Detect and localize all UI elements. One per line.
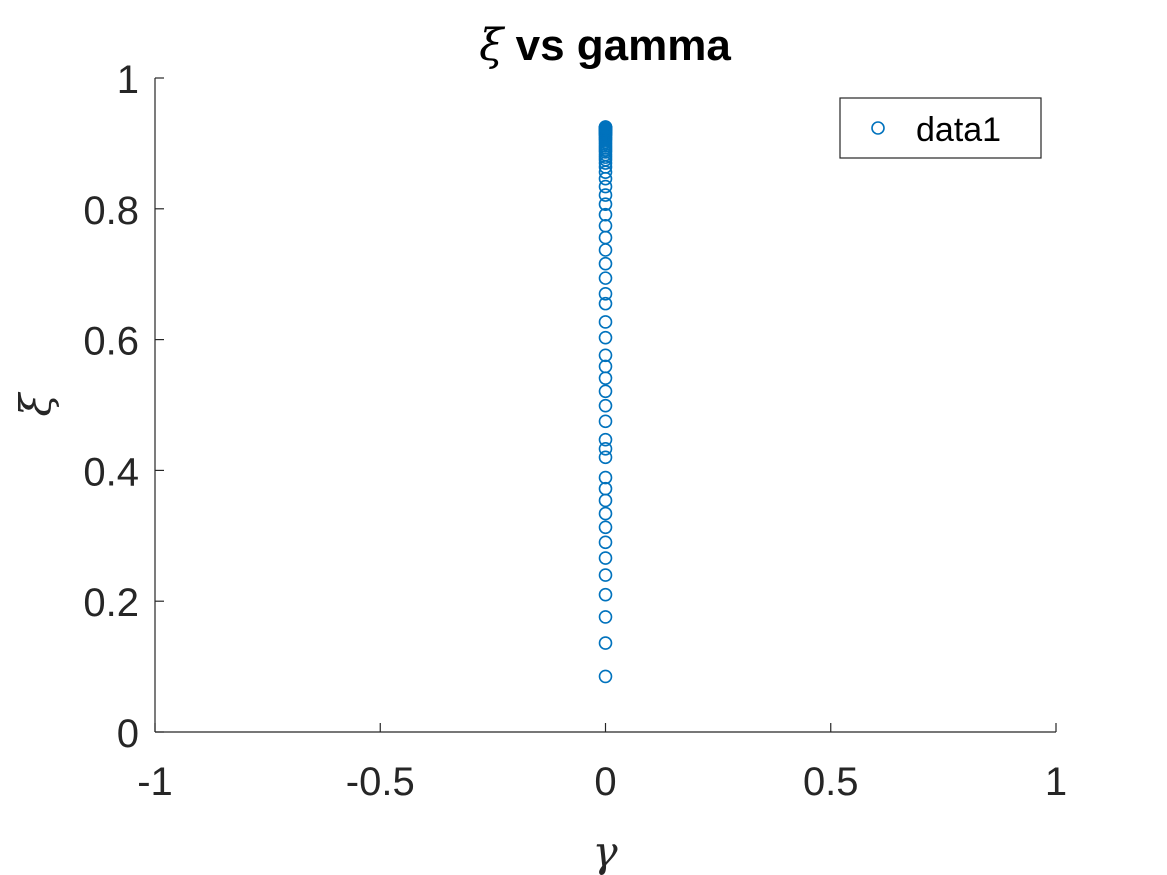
scatter-point <box>598 120 613 134</box>
scatter-point <box>598 197 613 212</box>
scatter-point <box>598 432 613 447</box>
scatter-point <box>598 450 613 465</box>
x-tick-label: 0.5 <box>803 760 859 804</box>
scatter-point <box>598 398 613 413</box>
legend-label-data1: data1 <box>916 111 1001 149</box>
x-tick-label: 0 <box>594 760 616 804</box>
scatter-point <box>598 535 613 550</box>
x-ticks: -1 -0.5 0 0.5 1 <box>137 723 1067 804</box>
y-tick-label: 0.8 <box>83 189 139 233</box>
scatter-point <box>598 610 613 624</box>
scatter-point <box>598 520 613 535</box>
y-tick-label: 0 <box>117 712 139 756</box>
x-tick-label: -0.5 <box>346 760 415 804</box>
scatter-point <box>598 296 613 311</box>
y-ticks: 0 0.2 0.4 0.6 0.8 1 <box>83 58 164 756</box>
y-tick-label: 0.4 <box>83 450 139 494</box>
scatter-point <box>598 470 613 485</box>
scatter-point <box>598 348 613 363</box>
scatter-point <box>598 414 613 429</box>
scatter-point <box>598 506 613 521</box>
y-tick-label: 0.2 <box>83 581 139 625</box>
chart-title: ξ vs gamma <box>479 20 731 71</box>
y-tick-label: 0.6 <box>83 320 139 364</box>
scatter-point <box>598 669 613 684</box>
legend: data1 <box>839 97 1042 159</box>
scatter-point <box>598 551 613 565</box>
scatter-point <box>598 330 613 345</box>
scatter-point <box>598 568 613 582</box>
legend-box <box>839 97 1042 159</box>
y-axis-label: ξ <box>11 392 60 417</box>
scatter-point <box>598 287 613 301</box>
scatter-point <box>598 207 613 222</box>
scatter-point <box>598 156 613 170</box>
scatter-point <box>598 384 613 399</box>
x-tick-label: 1 <box>1045 760 1067 804</box>
chart-title-symbol: ξ <box>479 20 506 71</box>
scatter-point <box>598 256 613 271</box>
scatter-point <box>598 271 613 285</box>
scatter-series-data1 <box>598 120 613 684</box>
chart-title-text: vs gamma <box>503 21 731 70</box>
scatter-point <box>598 442 613 456</box>
legend-marker-data1 <box>871 121 885 135</box>
y-tick-label: 1 <box>117 58 139 102</box>
scatter-point <box>598 636 613 650</box>
x-axis-label: γ <box>592 827 618 875</box>
x-tick-label: -1 <box>137 760 173 804</box>
scatter-point <box>598 315 613 329</box>
scatter-point <box>598 481 613 496</box>
scatter-point <box>598 179 613 194</box>
scatter-point <box>598 188 613 202</box>
scatter-point <box>598 359 613 374</box>
scatter-point <box>598 219 613 233</box>
scatter-point <box>598 587 613 602</box>
